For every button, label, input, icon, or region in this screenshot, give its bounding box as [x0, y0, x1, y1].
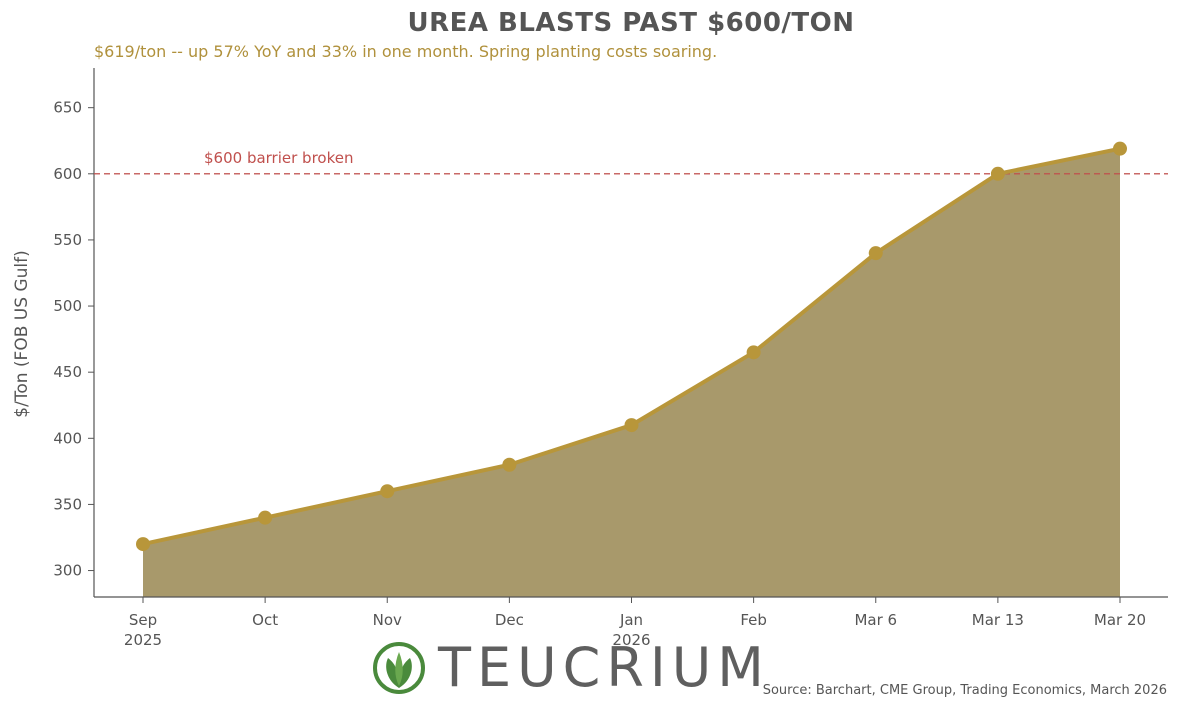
chart-subtitle: $619/ton -- up 57% YoY and 33% in one mo… — [94, 42, 718, 61]
data-point — [624, 418, 639, 433]
y-tick-label: 500 — [53, 297, 82, 315]
x-tick-label: Mar 20 — [1094, 611, 1146, 629]
teucrium-logo: TEUCRIUM — [372, 640, 770, 696]
x-tick-label: Mar 6 — [854, 611, 897, 629]
chart-title: UREA BLASTS PAST $600/TON — [407, 8, 855, 38]
logo-wordmark: TEUCRIUM — [438, 636, 770, 699]
data-point — [1113, 141, 1127, 156]
data-point — [258, 510, 273, 525]
y-tick-label: 400 — [53, 429, 82, 447]
x-tick-label: Nov — [373, 611, 402, 629]
x-tick-label: Mar 13 — [972, 611, 1024, 629]
y-tick-label: 300 — [53, 562, 82, 580]
source-note: Source: Barchart, CME Group, Trading Eco… — [762, 683, 1167, 698]
data-point — [990, 166, 1005, 181]
x-tick-sublabel: 2025 — [124, 631, 162, 649]
x-tick-label: Sep — [129, 611, 157, 629]
y-tick-label: 600 — [53, 165, 82, 183]
x-tick-label: Oct — [252, 611, 278, 629]
leaf-icon — [373, 642, 425, 694]
y-tick-label: 450 — [53, 363, 82, 381]
y-tick-label: 650 — [53, 99, 82, 117]
y-tick-label: 550 — [53, 231, 82, 249]
x-tick-label: Jan — [619, 611, 643, 629]
x-tick-label: Dec — [495, 611, 524, 629]
x-tick-sublabel: 2026 — [612, 631, 650, 649]
data-point — [380, 484, 395, 499]
x-tick-label: Feb — [740, 611, 767, 629]
data-point — [136, 537, 150, 552]
price-area-fill — [143, 148, 1120, 598]
data-point — [746, 345, 761, 360]
y-tick-label: 350 — [53, 495, 82, 513]
data-point — [502, 457, 517, 472]
reference-line-label: $600 barrier broken — [204, 149, 353, 167]
data-point — [868, 246, 883, 261]
